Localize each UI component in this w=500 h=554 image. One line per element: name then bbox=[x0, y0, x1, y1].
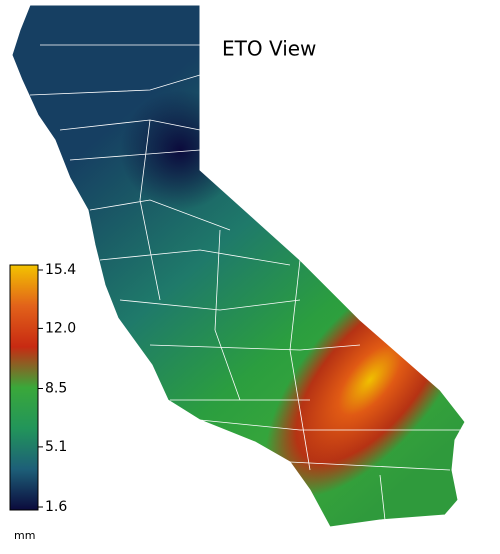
colorbar-tick-label: 15.4 bbox=[45, 262, 76, 278]
colorbar-tick-label: 5.1 bbox=[45, 439, 67, 455]
colorbar-tick-label: 1.6 bbox=[45, 499, 67, 515]
colorbar-tick-label: 12.0 bbox=[45, 320, 76, 336]
map-title: ETO View bbox=[222, 37, 316, 61]
colorbar bbox=[9, 264, 39, 511]
colorbar-tick-label: 8.5 bbox=[45, 381, 67, 397]
colorbar-unit: mm bbox=[14, 529, 35, 542]
